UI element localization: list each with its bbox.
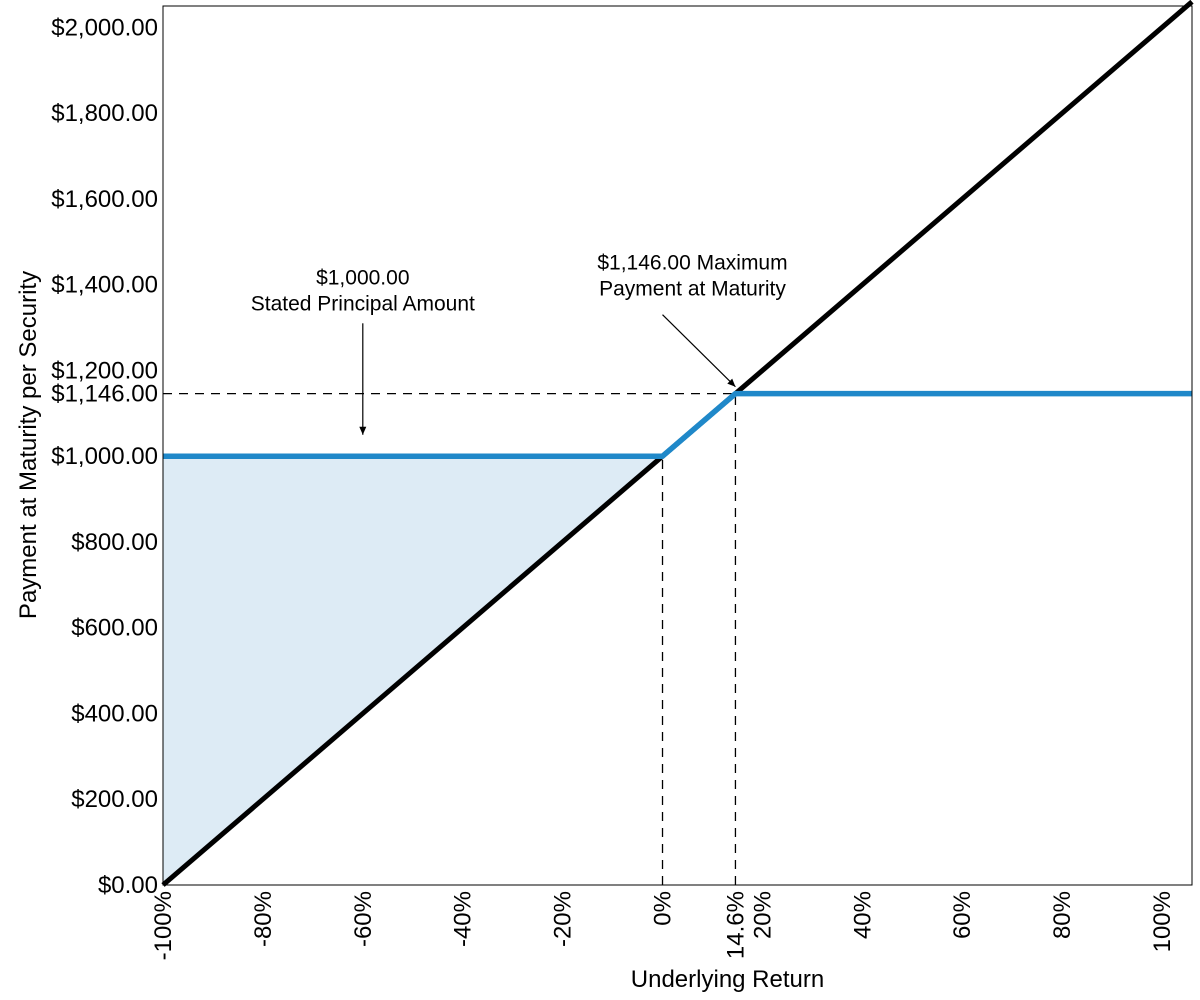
y-tick-label: $800.00 xyxy=(71,529,158,556)
x-tick-label: 40% xyxy=(849,891,876,939)
annotation-principal-arrowhead xyxy=(359,426,367,435)
x-tick-label: 100% xyxy=(1149,891,1176,952)
annotation-maximum-line: $1,146.00 Maximum xyxy=(597,252,787,275)
y-tick-label: $1,600.00 xyxy=(51,186,158,213)
y-tick-label: $0.00 xyxy=(98,872,158,899)
y-tick-label: $600.00 xyxy=(71,615,158,642)
y-tick-label: $200.00 xyxy=(71,786,158,813)
annotation-maximum-line: Payment at Maturity xyxy=(599,278,786,301)
x-tick-label: 20% xyxy=(749,891,776,939)
annotation-maximum-arrowhead xyxy=(727,378,736,387)
y-tick-label: $1,000.00 xyxy=(51,443,158,470)
x-axis-title: Underlying Return xyxy=(631,966,824,993)
y-tick-label: $1,400.00 xyxy=(51,272,158,299)
plot-area-frame xyxy=(162,5,1193,886)
y-tick-label: $1,800.00 xyxy=(51,100,158,127)
x-tick-label: -20% xyxy=(550,891,577,947)
annotation-maximum: $1,146.00 Maximum Payment at Maturity xyxy=(597,252,787,301)
y-tick-label: $400.00 xyxy=(71,700,158,727)
x-tick-label: 0% xyxy=(650,891,677,926)
x-tick-label: 80% xyxy=(1049,891,1076,939)
y-tick-label: $1,146.00 xyxy=(51,381,158,408)
x-axis-ticks: -100% -80% -60% -40% -20% 0% 14.6% 20% 40% 60% 80%… xyxy=(150,891,1176,960)
y-tick-label: $2,000.00 xyxy=(51,14,158,41)
series-line-security xyxy=(163,390,1192,459)
series-layer xyxy=(161,0,1194,887)
x-tick-label: -40% xyxy=(450,891,477,947)
y-tick-label: $1,200.00 xyxy=(51,357,158,384)
annotation-principal-line: Stated Principal Amount xyxy=(251,293,475,316)
annotations-layer: $1,000.00 Stated Principal Amount $1,146.0… xyxy=(251,252,788,435)
x-tick-label: 14.6% xyxy=(722,891,749,959)
x-tick-label: 60% xyxy=(949,891,976,939)
annotation-principal: $1,000.00 Stated Principal Amount xyxy=(251,267,475,316)
y-axis-title: Payment at Maturity per Security xyxy=(15,271,42,619)
x-tick-label: -100% xyxy=(150,891,177,960)
annotation-maximum-arrow xyxy=(662,314,736,388)
y-axis-ticks: $0.00 $200.00 $400.00 $600.00 $800.00 $1,000.… xyxy=(51,14,158,899)
x-tick-label: -80% xyxy=(250,891,277,947)
annotation-principal-line: $1,000.00 xyxy=(316,267,409,290)
x-tick-label: -60% xyxy=(350,891,377,947)
reference-lines-layer xyxy=(163,392,737,885)
